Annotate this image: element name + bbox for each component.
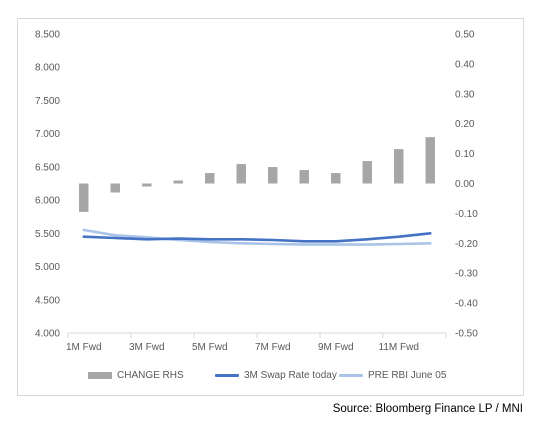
x-tick-label: 7M Fwd <box>255 342 291 353</box>
x-tick-label: 11M Fwd <box>379 342 419 353</box>
x-axis: 1M Fwd 3M Fwd 5M Fwd 7M Fwd 9M Fwd 11M Fwd <box>66 333 447 353</box>
right-tick-label: 0.20 <box>455 119 475 130</box>
line-series <box>82 228 432 246</box>
right-tick-label: -0.30 <box>455 269 478 280</box>
right-tick-label: -0.40 <box>455 299 478 310</box>
bar <box>79 183 89 212</box>
legend-item-swap: 3M Swap Rate today <box>215 370 337 381</box>
bar <box>236 164 246 184</box>
right-tick-label: -0.20 <box>455 239 478 250</box>
left-tick-label: 8.000 <box>35 63 60 74</box>
bar-series <box>79 137 435 212</box>
bar <box>268 167 278 184</box>
legend-label-swap: 3M Swap Rate today <box>244 370 337 381</box>
right-tick-label: 0.10 <box>455 149 475 160</box>
right-tick-label: 0.00 <box>455 179 475 190</box>
left-tick-label: 6.500 <box>35 162 60 173</box>
legend-label-change: CHANGE RHS <box>117 370 184 381</box>
legend-swatch-swap <box>215 374 239 377</box>
x-tick-label: 9M Fwd <box>318 342 354 353</box>
legend-swatch-pre-rbi <box>339 374 363 377</box>
line-swap-rate-today <box>82 232 432 243</box>
x-tick-label: 1M Fwd <box>66 342 102 353</box>
legend-swatch-change <box>88 372 112 379</box>
right-tick-label: 0.30 <box>455 89 475 100</box>
left-tick-label: 4.000 <box>35 329 60 340</box>
x-tick-label: 5M Fwd <box>192 342 228 353</box>
right-tick-label: -0.50 <box>455 329 478 340</box>
legend-label-pre-rbi: PRE RBI June 05 <box>368 370 447 381</box>
bar <box>205 173 215 184</box>
left-tick-label: 6.000 <box>35 196 60 207</box>
left-tick-label: 4.500 <box>35 295 60 306</box>
legend: CHANGE RHS 3M Swap Rate today PRE RBI Ju… <box>0 370 541 384</box>
left-tick-label: 7.000 <box>35 129 60 140</box>
legend-item-pre-rbi: PRE RBI June 05 <box>339 370 446 381</box>
left-tick-label: 5.000 <box>35 262 60 273</box>
bar <box>299 170 309 184</box>
bar <box>394 149 404 184</box>
left-tick-label: 5.500 <box>35 229 60 240</box>
bar <box>110 183 120 193</box>
legend-item-change: CHANGE RHS <box>88 370 184 381</box>
bar <box>142 183 152 187</box>
left-tick-label: 8.500 <box>35 30 60 41</box>
bar <box>425 137 435 184</box>
right-tick-label: 0.50 <box>455 30 475 41</box>
x-tick-label: 3M Fwd <box>129 342 165 353</box>
right-tick-label: -0.10 <box>455 209 478 220</box>
right-tick-label: 0.40 <box>455 59 475 70</box>
source-note: Source: Bloomberg Finance LP / MNI <box>332 403 523 415</box>
bar <box>173 180 183 184</box>
right-axis: 0.50 0.40 0.30 0.20 0.10 0.00 -0.10 -0.20 -0.30 -… <box>455 30 478 340</box>
bar <box>362 161 372 184</box>
bar <box>331 173 341 184</box>
left-tick-label: 7.500 <box>35 96 60 107</box>
line-pre-rbi <box>82 228 432 246</box>
left-axis: 4.000 4.500 5.000 5.500 6.000 6.500 7.000 7.500… <box>35 30 60 340</box>
